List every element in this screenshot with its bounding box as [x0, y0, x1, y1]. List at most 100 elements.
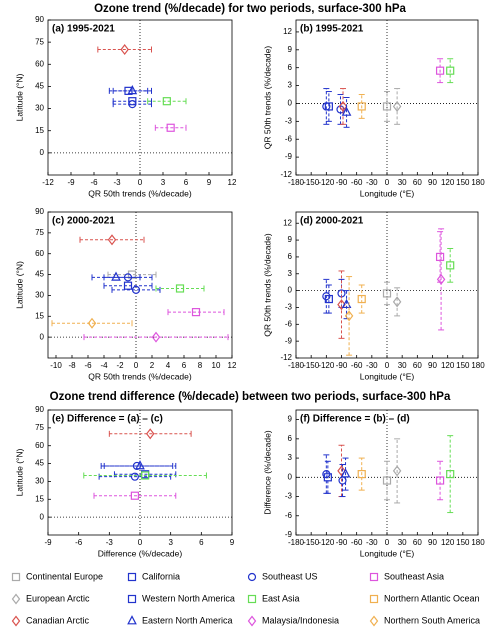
- x-tick-label: 30: [398, 361, 407, 370]
- legend-marker: [369, 594, 379, 604]
- legend-label: California: [142, 571, 180, 581]
- y-tick-label: 45: [35, 82, 44, 91]
- legend-marker: [11, 615, 21, 627]
- x-tick-label: -60: [351, 538, 363, 547]
- marker: [344, 310, 354, 322]
- error-bar: [98, 473, 172, 480]
- x-tick-label: 9: [207, 178, 212, 187]
- x-tick-label: -120: [318, 178, 335, 187]
- marker: [111, 271, 121, 281]
- error-bar: [51, 320, 133, 327]
- y-tick-label: 15: [35, 126, 44, 135]
- error-bar: [325, 91, 332, 122]
- x-tick-label: -6: [84, 361, 92, 370]
- legend-label: European Arctic: [26, 593, 90, 603]
- panel-label: (e) Difference = (a) – (c): [52, 414, 163, 425]
- x-tick-label: 9: [230, 538, 235, 547]
- x-tick-label: -150: [303, 361, 320, 370]
- x-tick-label: 150: [456, 178, 470, 187]
- error-bar: [83, 472, 207, 479]
- marker: [132, 461, 142, 471]
- error-bar: [342, 457, 349, 491]
- marker: [446, 66, 455, 75]
- y-tick-label: 3: [288, 453, 293, 462]
- y-tick-label: 30: [35, 104, 44, 113]
- marker: [131, 285, 141, 294]
- y-axis-label: QR 50th trends (%/decade): [262, 46, 272, 150]
- legend-marker: [247, 572, 257, 582]
- y-tick-label: -12: [280, 170, 292, 179]
- error-bar: [447, 248, 454, 283]
- y-tick-label: -3: [285, 116, 293, 125]
- y-tick-label: 60: [35, 249, 44, 258]
- legend-marker: [369, 615, 379, 627]
- y-tick-label: 60: [35, 59, 44, 68]
- x-tick-label: 180: [471, 361, 485, 370]
- error-bar: [100, 462, 174, 469]
- y-tick-label: 15: [35, 311, 44, 320]
- y-tick-label: 30: [35, 291, 44, 300]
- legend-marker: [11, 593, 21, 605]
- marker: [123, 273, 133, 282]
- marker: [141, 471, 150, 480]
- marker: [120, 43, 129, 56]
- y-tick-label: 3: [288, 81, 293, 90]
- marker: [392, 296, 402, 308]
- error-bar: [384, 281, 390, 306]
- error-bar: [103, 282, 153, 289]
- x-tick-label: 90: [428, 361, 437, 370]
- error-bar: [437, 460, 444, 501]
- y-tick-label: 90: [35, 207, 44, 216]
- y-axis-label: Latitude (°N): [14, 73, 24, 121]
- x-axis-label: QR 50th trends (%/decade): [88, 188, 192, 198]
- legend-marker: [369, 572, 379, 582]
- x-axis-label: Longitude (°E): [360, 371, 415, 381]
- error-bar: [394, 88, 401, 125]
- marker: [338, 100, 348, 112]
- error-bar: [339, 463, 346, 498]
- y-tick-label: 12: [283, 218, 292, 227]
- y-tick-label: 12: [283, 27, 292, 36]
- marker: [446, 261, 455, 270]
- legend-marker: [127, 572, 137, 582]
- y-tick-label: 0: [288, 472, 293, 481]
- error-bar: [437, 58, 444, 84]
- error-bar: [343, 97, 350, 128]
- y-tick-label: 6: [288, 63, 293, 72]
- marker: [127, 85, 138, 95]
- marker: [130, 491, 139, 500]
- x-tick-label: 180: [471, 538, 485, 547]
- x-tick-label: 120: [441, 361, 455, 370]
- plot-frame: [47, 211, 233, 359]
- marker: [382, 102, 392, 111]
- x-tick-label: 6: [199, 538, 204, 547]
- error-bar: [112, 87, 152, 94]
- y-tick-label: 0: [40, 148, 45, 157]
- x-tick-label: 120: [441, 178, 455, 187]
- x-tick-label: -8: [68, 361, 76, 370]
- error-bar: [437, 231, 444, 283]
- error-bar: [83, 334, 229, 341]
- marker: [87, 317, 97, 329]
- y-axis-label: Latitude (°N): [14, 261, 24, 309]
- marker: [128, 97, 137, 106]
- y-tick-label: 15: [35, 494, 44, 503]
- marker: [123, 281, 133, 290]
- x-tick-label: -9: [67, 178, 75, 187]
- y-tick-label: 0: [40, 512, 45, 521]
- y-tick-label: -9: [285, 336, 293, 345]
- panel-label: (a) 1995-2021: [52, 24, 115, 35]
- marker: [324, 102, 333, 111]
- error-bar: [438, 228, 445, 331]
- marker: [145, 428, 155, 440]
- x-tick-label: 10: [212, 361, 221, 370]
- marker: [135, 460, 145, 470]
- error-bar: [147, 98, 187, 105]
- x-tick-label: 30: [398, 178, 407, 187]
- x-tick-label: 6: [184, 178, 189, 187]
- error-bar: [358, 94, 365, 119]
- marker: [357, 294, 366, 304]
- error-bar: [111, 286, 161, 293]
- error-bar: [394, 438, 401, 504]
- x-axis-label: Difference (%/decade): [98, 548, 183, 558]
